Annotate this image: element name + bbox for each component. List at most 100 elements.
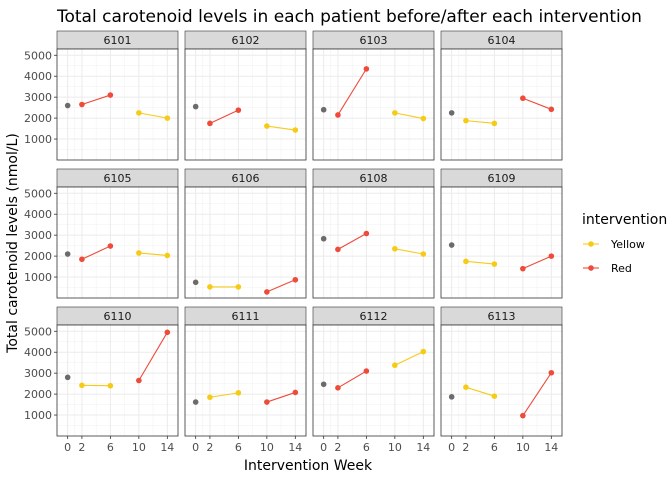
x-tick-label: 2 [78, 441, 85, 454]
red-series [79, 243, 114, 263]
red-series [264, 389, 299, 405]
yellow-series [463, 117, 498, 127]
red-line [81, 94, 111, 106]
yellow-point [392, 110, 398, 116]
red-point [363, 368, 370, 374]
red-line [266, 391, 296, 403]
panel-border [312, 48, 435, 161]
yellow-point [463, 117, 469, 124]
yellow-series [264, 123, 299, 133]
baseline-point [448, 242, 455, 248]
baseline-point [320, 381, 327, 388]
yellow-series [136, 110, 171, 121]
red-point [235, 107, 242, 113]
facet-strip-label: 6112 [360, 310, 388, 323]
red-line [522, 255, 552, 270]
x-tick-label: 10 [388, 441, 402, 454]
facet-strip-label: 6104 [488, 34, 516, 47]
panel-background [57, 49, 178, 160]
panel-background [185, 187, 306, 298]
y-tick-label: 5000 [24, 49, 52, 62]
x-tick-label: 0 [320, 441, 327, 454]
yellow-series [79, 382, 114, 389]
panel-background [57, 187, 178, 298]
facet-panel-6109: 6109 [440, 168, 563, 299]
yellow-point [136, 110, 142, 116]
red-line [337, 370, 367, 389]
facet-strip-label: 6103 [360, 34, 388, 47]
yellow-line [394, 112, 424, 120]
red-point [107, 243, 114, 249]
x-tick-label: 14 [544, 441, 558, 454]
yellow-series [392, 348, 427, 369]
y-tick-label: 1000 [24, 133, 52, 146]
x-tick-label: 6 [491, 441, 498, 454]
panel-border [56, 324, 179, 437]
baseline-point [448, 110, 455, 116]
legend-label: Yellow [610, 238, 645, 251]
red-series [335, 66, 370, 118]
red-point [264, 399, 270, 405]
yellow-line [394, 351, 424, 366]
red-point [79, 256, 85, 263]
red-point [548, 369, 555, 376]
red-point [335, 385, 341, 391]
red-line [337, 233, 367, 250]
y-tick-label: 3000 [24, 367, 52, 380]
panel-border [440, 324, 563, 437]
red-point [548, 106, 555, 113]
panel-border [56, 48, 179, 161]
y-tick-label: 3000 [24, 91, 52, 104]
yellow-series [392, 110, 427, 122]
x-tick-label: 0 [64, 441, 71, 454]
red-point [136, 377, 142, 384]
legend-title: intervention [582, 212, 667, 228]
panel-background [441, 325, 562, 436]
yellow-point [264, 123, 270, 129]
panel-border [184, 324, 307, 437]
panel-background [313, 187, 434, 298]
facet-panel-6110: 6110 1000 2000 3000 4000 5000 0 2 6 10 14 [24, 306, 179, 454]
y-tick-label: 4000 [24, 208, 52, 221]
yellow-point [79, 382, 85, 389]
facet-strip-label: 6106 [232, 172, 260, 185]
red-line [522, 372, 552, 416]
legend-items: Yellow Red [583, 238, 645, 275]
x-tick-label: 0 [448, 441, 455, 454]
baseline-point [192, 399, 199, 405]
red-line [522, 97, 552, 110]
yellow-point [491, 393, 498, 400]
x-tick-label: 10 [516, 441, 530, 454]
baseline-point [64, 251, 71, 257]
baseline-point [192, 279, 199, 286]
yellow-point [107, 382, 114, 389]
red-line [337, 68, 367, 116]
facet-panel-6113: 6113 0 2 6 10 14 [440, 306, 563, 454]
panel-border [56, 186, 179, 299]
yellow-point [207, 394, 213, 401]
y-tick-label: 4000 [24, 346, 52, 359]
y-tick-label: 2000 [24, 388, 52, 401]
yellow-series [207, 390, 242, 401]
facet-panel-6101: 6101 1000 2000 3000 4000 5000 [24, 30, 179, 161]
yellow-point [392, 362, 398, 369]
baseline-point [320, 235, 327, 242]
y-tick-label: 1000 [24, 409, 52, 422]
red-line [209, 109, 239, 124]
y-tick-label: 5000 [24, 325, 52, 338]
yellow-point [392, 245, 398, 252]
red-point [363, 66, 370, 72]
yellow-point [491, 261, 498, 267]
panel-border [184, 186, 307, 299]
red-line [81, 245, 111, 260]
legend: intervention Yellow Red [582, 212, 667, 275]
red-series [335, 368, 370, 391]
facet-strip-label: 6102 [232, 34, 260, 47]
red-series [207, 107, 242, 127]
yellow-point [491, 120, 498, 127]
facet-panel-6108: 6108 [312, 168, 435, 299]
panel-border [312, 186, 435, 299]
y-tick-label: 4000 [24, 70, 52, 83]
baseline-point [64, 102, 71, 109]
